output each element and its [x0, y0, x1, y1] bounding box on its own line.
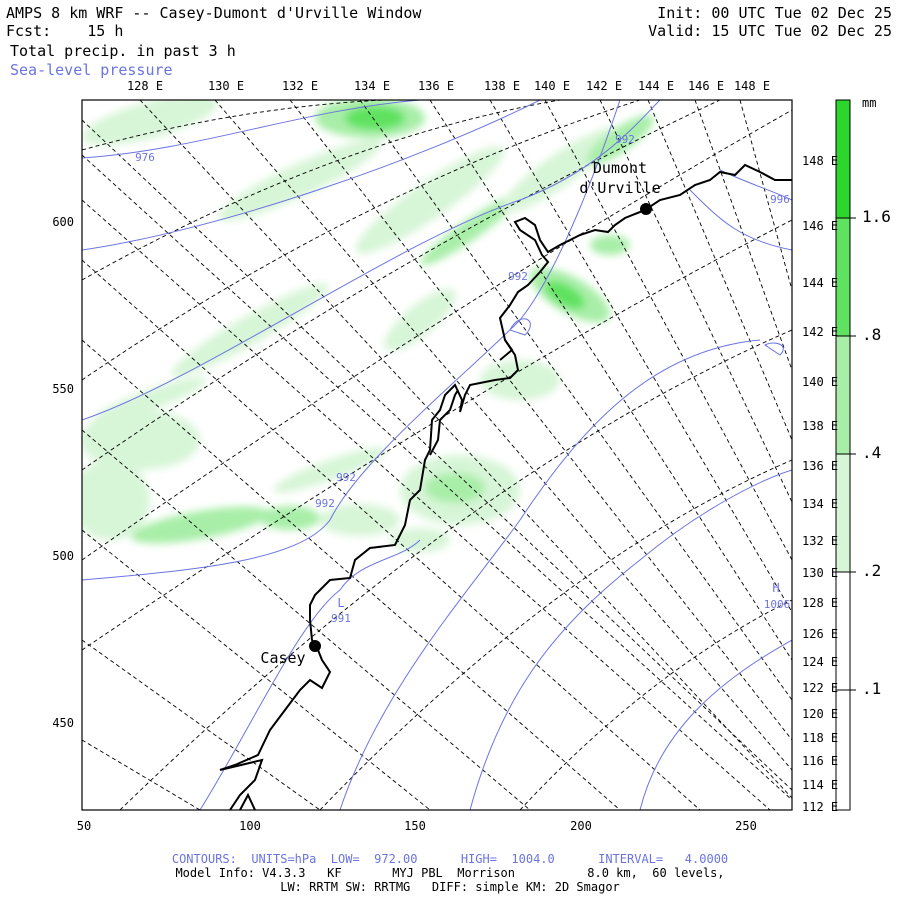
- init-time: Init: 00 UTC Tue 02 Dec 25: [657, 4, 892, 22]
- y-axis-label: 450: [52, 716, 74, 730]
- physics-info: LW: RRTM SW: RRTMG DIFF: simple KM: 2D S…: [280, 880, 620, 894]
- top-lon-label: 128 E: [127, 79, 163, 93]
- contour-label: 992: [615, 133, 635, 146]
- valid-time: Valid: 15 UTC Tue 02 Dec 25: [648, 22, 892, 40]
- station-marker: [640, 203, 652, 215]
- top-lon-label: 142 E: [586, 79, 622, 93]
- right-lon-label: 142 E: [802, 325, 838, 339]
- right-lon-label: 114 E: [802, 778, 838, 792]
- contour-label: 992: [315, 497, 335, 510]
- colorbar-swatch-0.8: [836, 218, 850, 336]
- station-name: Casey: [260, 649, 305, 667]
- colorbar-swatch-0.2: [836, 454, 850, 572]
- contour-label: 992: [508, 270, 528, 283]
- x-axis-label: 200: [570, 819, 592, 833]
- colorbar-label: .1: [862, 679, 881, 698]
- high-pressure-value: 1006: [764, 598, 791, 611]
- top-lon-label: 140 E: [534, 79, 570, 93]
- colorbar-swatch-0.1: [836, 572, 850, 810]
- right-lon-label: 134 E: [802, 497, 838, 511]
- right-lon-label: 130 E: [802, 566, 838, 580]
- map-frame: [81, 99, 793, 811]
- y-axis-label: 500: [52, 549, 74, 563]
- colorbar-swatch-1.6: [836, 100, 850, 218]
- contour-info: CONTOURS: UNITS=hPa LOW= 972.00 HIGH= 10…: [171, 852, 729, 866]
- right-lon-label: 146 E: [802, 219, 838, 233]
- map-title: AMPS 8 km WRF -- Casey-Dumont d'Urville …: [6, 4, 422, 22]
- colorbar-unit: mm: [862, 96, 876, 110]
- precipitation-shading: [82, 100, 654, 552]
- right-lon-label: 148 E: [802, 154, 838, 168]
- right-lon-label: 122 E: [802, 681, 838, 695]
- x-axis-label: 150: [404, 819, 426, 833]
- right-lon-label: 112 E: [802, 800, 838, 814]
- colorbar-label: .4: [862, 443, 881, 462]
- high-pressure-letter: H: [772, 581, 779, 595]
- x-axis-label: 100: [239, 819, 261, 833]
- station-marker: [309, 640, 321, 652]
- stations: Dumont d'Urville Casey: [260, 159, 660, 667]
- top-lon-label: 130 E: [208, 79, 244, 93]
- y-axis-label: 600: [52, 215, 74, 229]
- top-lon-label: 144 E: [638, 79, 674, 93]
- right-lon-label: 126 E: [802, 627, 838, 641]
- right-lon-label: 128 E: [802, 596, 838, 610]
- top-lon-label: 146 E: [688, 79, 724, 93]
- right-lon-label: 144 E: [802, 276, 838, 290]
- x-axis-label: 50: [77, 819, 91, 833]
- colorbar-swatch-0.4: [836, 336, 850, 454]
- coastline: [219, 163, 792, 810]
- model-info: Model Info: V4.3.3 KF MYJ PBL Morrison 8…: [175, 866, 725, 880]
- colorbar: [835, 99, 856, 811]
- right-lon-label: 140 E: [802, 375, 838, 389]
- station-name: Dumont: [593, 159, 647, 177]
- x-axis-label: 250: [735, 819, 757, 833]
- top-lon-label: 148 E: [734, 79, 770, 93]
- right-lon-label: 116 E: [802, 754, 838, 768]
- pressure-contours: [82, 100, 792, 810]
- low-pressure-value: 991: [331, 612, 351, 625]
- colorbar-label: 1.6: [862, 207, 891, 226]
- top-lon-label: 134 E: [354, 79, 390, 93]
- contour-label: 992: [336, 471, 356, 484]
- contour-label: 996: [770, 193, 790, 206]
- top-lon-label: 136 E: [418, 79, 454, 93]
- colorbar-label: .2: [862, 561, 881, 580]
- station-name: d'Urville: [579, 179, 660, 197]
- right-lon-label: 138 E: [802, 419, 838, 433]
- contour-label: 976: [135, 151, 155, 164]
- overlay-name: Sea-level pressure: [10, 61, 173, 79]
- top-lon-label: 138 E: [484, 79, 520, 93]
- colorbar-label: .8: [862, 325, 881, 344]
- right-lon-label: 136 E: [802, 459, 838, 473]
- graticule: [82, 100, 792, 810]
- top-lon-label: 132 E: [282, 79, 318, 93]
- right-lon-label: 120 E: [802, 707, 838, 721]
- y-axis-label: 550: [52, 382, 74, 396]
- right-lon-label: 118 E: [802, 731, 838, 745]
- forecast-hour: Fcst: 15 h: [6, 22, 124, 40]
- right-lon-label: 132 E: [802, 534, 838, 548]
- right-lon-label: 124 E: [802, 655, 838, 669]
- field-name: Total precip. in past 3 h: [10, 42, 236, 60]
- low-pressure-letter: L: [337, 596, 344, 610]
